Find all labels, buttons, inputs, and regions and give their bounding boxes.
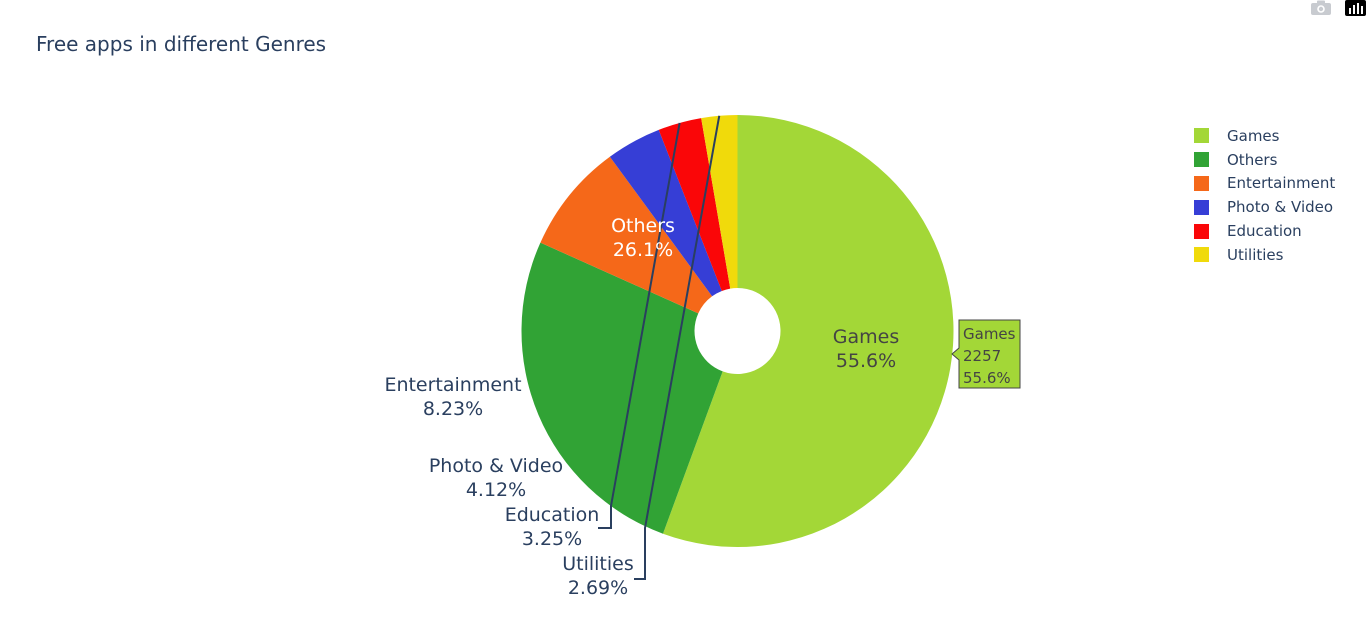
legend-item-others[interactable]: Others: [1194, 148, 1335, 172]
hover-tooltip: [951, 319, 1021, 389]
legend: Games Others Entertainment Photo & Video…: [1194, 124, 1335, 267]
slice-label-photo-video: Photo & Video: [429, 455, 563, 477]
legend-swatch: [1194, 247, 1209, 263]
tooltip-percent: 55.6%: [963, 369, 1011, 387]
plotly-logo-icon[interactable]: [1344, 0, 1366, 16]
slice-label-education: Education: [505, 504, 600, 526]
legend-item-utilities[interactable]: Utilities: [1194, 243, 1335, 267]
legend-swatch: [1194, 128, 1209, 144]
legend-label: Entertainment: [1227, 174, 1336, 193]
slice-percent-education: 3.25%: [522, 528, 582, 550]
legend-swatch: [1194, 152, 1209, 168]
pie-slice-utilities[interactable]: [701, 115, 738, 289]
legend-swatch: [1194, 175, 1209, 191]
slice-label-entertainment: Entertainment: [384, 374, 521, 396]
legend-item-entertainment[interactable]: Entertainment: [1194, 172, 1335, 196]
legend-label: Photo & Video: [1227, 198, 1334, 217]
pie-slice-education[interactable]: [658, 118, 731, 291]
leader-line-utilities: [634, 115, 721, 580]
pie-slice-games[interactable]: [662, 115, 954, 547]
slice-label-others: Others: [611, 215, 675, 237]
pie-slice-entertainment[interactable]: [540, 156, 713, 314]
legend-item-education[interactable]: Education: [1194, 219, 1335, 243]
slice-percent-games: 55.6%: [836, 350, 896, 372]
legend-item-photo-video[interactable]: Photo & Video: [1194, 195, 1335, 219]
legend-label: Education: [1227, 222, 1302, 241]
tooltip-label: Games: [963, 325, 1016, 343]
legend-swatch: [1194, 199, 1209, 215]
slice-percent-utilities: 2.69%: [568, 577, 628, 599]
slice-percent-others: 26.1%: [613, 239, 673, 261]
slice-percent-photo-video: 4.12%: [466, 479, 526, 501]
slice-label-games: Games: [833, 326, 899, 348]
pie-slice-others[interactable]: [521, 242, 723, 534]
chart-title: Free apps in different Genres: [36, 32, 327, 56]
legend-label: Games: [1227, 126, 1280, 145]
slice-label-utilities: Utilities: [562, 553, 634, 575]
slice-percent-entertainment: 8.23%: [423, 398, 483, 420]
camera-icon[interactable]: [1310, 0, 1332, 16]
leader-line-education: [598, 122, 681, 529]
tooltip-value: 2257: [963, 347, 1001, 365]
legend-swatch: [1194, 223, 1209, 239]
legend-label: Utilities: [1227, 245, 1284, 264]
legend-label: Others: [1227, 150, 1278, 169]
modebar: [1310, 0, 1366, 16]
legend-item-games[interactable]: Games: [1194, 124, 1335, 148]
